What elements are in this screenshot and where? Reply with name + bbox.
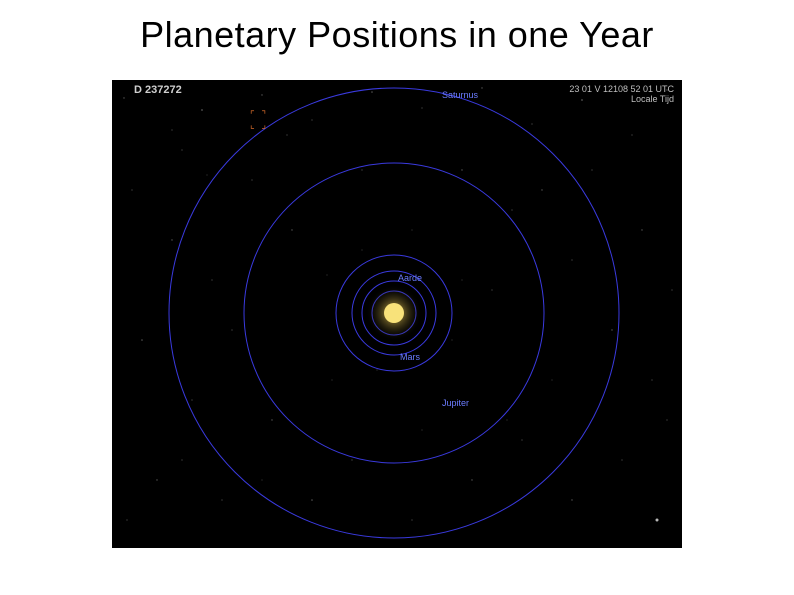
background-star	[412, 230, 413, 231]
jupiter-label: Jupiter	[442, 398, 469, 408]
background-star	[141, 339, 143, 341]
sky-diagram: D 237272 23 01 V 12108 52 01 UTC Locale …	[112, 80, 682, 548]
background-star	[666, 419, 667, 420]
background-star	[231, 329, 232, 330]
earth-label: Aarde	[398, 273, 422, 283]
background-star	[631, 134, 632, 135]
background-star	[201, 109, 203, 111]
background-star	[471, 479, 472, 480]
background-star	[641, 229, 642, 230]
background-star	[131, 189, 132, 190]
background-star	[531, 123, 532, 124]
background-star	[507, 420, 508, 421]
background-star	[181, 459, 182, 460]
background-star	[262, 480, 263, 481]
background-star	[332, 380, 333, 381]
mars-label: Mars	[400, 352, 420, 362]
background-star	[452, 340, 453, 341]
sun-icon	[384, 303, 404, 323]
time-line-2: Locale Tijd	[569, 94, 674, 104]
background-star	[571, 499, 572, 500]
background-star	[611, 329, 612, 330]
background-star	[491, 289, 492, 290]
slide: Planetary Positions in one Year D 237272…	[0, 0, 794, 595]
background-star	[271, 419, 272, 420]
background-star	[656, 519, 659, 522]
background-star	[591, 169, 592, 170]
background-star	[327, 275, 328, 276]
background-star	[191, 399, 192, 400]
background-star	[171, 239, 172, 240]
background-star	[126, 519, 127, 520]
background-star	[462, 280, 463, 281]
background-star	[156, 479, 157, 480]
background-star	[621, 459, 622, 460]
background-star	[251, 179, 252, 180]
time-overlay: 23 01 V 12108 52 01 UTC Locale Tijd	[569, 84, 674, 104]
background-star	[211, 279, 212, 280]
background-star	[521, 439, 522, 440]
background-star	[511, 209, 512, 210]
slide-title: Planetary Positions in one Year	[0, 0, 794, 56]
background-star	[461, 169, 462, 170]
orbit-svg	[112, 80, 682, 548]
background-star	[207, 175, 208, 176]
background-star	[291, 229, 292, 230]
background-star	[286, 134, 287, 135]
background-star	[552, 380, 553, 381]
background-star	[311, 499, 313, 501]
background-star	[221, 499, 222, 500]
background-star	[422, 430, 423, 431]
time-line-1: 23 01 V 12108 52 01 UTC	[569, 84, 674, 94]
background-star	[541, 189, 542, 190]
background-star	[371, 91, 373, 93]
background-star	[571, 259, 572, 260]
background-star	[377, 370, 378, 371]
background-star	[361, 169, 362, 170]
background-star	[351, 459, 352, 460]
background-star	[311, 119, 312, 120]
background-star	[171, 129, 172, 130]
background-star	[123, 97, 124, 98]
background-star	[261, 94, 262, 95]
background-star	[421, 107, 422, 108]
background-star	[481, 87, 482, 88]
star-id-label: D 237272	[134, 84, 182, 96]
background-star	[651, 379, 652, 380]
background-star	[671, 289, 672, 290]
saturn-label: Saturnus	[442, 90, 478, 100]
background-star	[181, 149, 182, 150]
selection-marker-icon: ⌜⌝ ⌞⌟	[250, 113, 266, 129]
background-star	[411, 519, 412, 520]
background-star	[362, 250, 363, 251]
